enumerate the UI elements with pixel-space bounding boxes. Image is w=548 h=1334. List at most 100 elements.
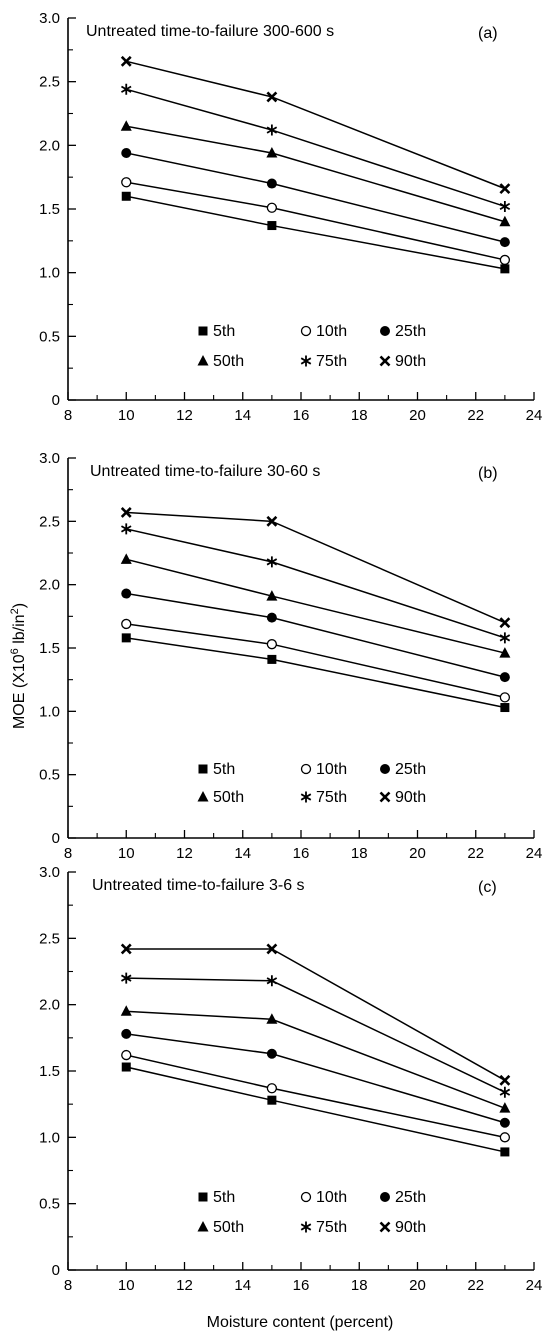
legend-label: 75th (316, 789, 347, 806)
data-point (121, 1062, 131, 1072)
data-point (499, 1132, 511, 1143)
chart-panel-3: 0 0.5 1.0 1.5 2.0 2.5 3.0 8 10 12 14 16 18 20 22 24 Untr… (39, 864, 542, 1294)
legend-marker (379, 791, 391, 803)
series-line (126, 1010, 506, 1109)
legend-label: 90th (395, 1219, 426, 1236)
legend-marker (197, 1221, 209, 1232)
chart-title: Untreated time-to-failure 30-60 s (90, 463, 320, 480)
legend-item: 10th (300, 323, 347, 340)
x-tick-label: 24 (526, 407, 543, 424)
data-point (499, 692, 511, 703)
series-line (126, 558, 506, 654)
data-point (266, 639, 278, 650)
data-point (120, 507, 132, 518)
data-point (266, 1048, 277, 1059)
x-tick-label: 12 (176, 845, 193, 862)
data-point (499, 215, 511, 227)
chart-panel-1: 0 0.5 1.0 1.5 2.0 2.5 3.0 8 10 12 14 16 18 20 22 24 Untr… (39, 10, 542, 424)
data-point (499, 617, 511, 629)
data-point (499, 647, 511, 658)
x-tick-label: 20 (409, 845, 426, 862)
series-line (126, 528, 506, 639)
data-point (499, 632, 511, 644)
y-tick-label: 0.5 (39, 767, 60, 784)
series-75th (120, 972, 511, 1098)
data-point (499, 1074, 511, 1086)
data-point (121, 147, 132, 158)
data-point (120, 943, 132, 955)
legend-item: 50th (197, 1219, 244, 1236)
legend-label: 75th (316, 353, 347, 370)
data-point (120, 83, 132, 95)
panel-label: (b) (478, 465, 498, 482)
legend-marker (379, 355, 391, 367)
y-tick-label: 0 (52, 830, 60, 847)
y-tick-label: 1.5 (39, 1063, 60, 1080)
series-75th (120, 523, 511, 644)
data-point (120, 523, 132, 535)
series-5th (121, 1062, 510, 1157)
x-tick-label: 22 (467, 407, 484, 424)
legend-marker (380, 326, 390, 336)
data-point (120, 553, 132, 564)
data-point (266, 1013, 278, 1024)
y-tick-label: 2.0 (39, 997, 60, 1014)
panel-label: (a) (478, 25, 498, 42)
series-10th (121, 177, 511, 266)
data-point (266, 1083, 278, 1094)
x-tick-label: 16 (293, 845, 310, 862)
x-tick-label: 24 (526, 845, 543, 862)
legend-label: 10th (316, 323, 347, 340)
y-tick-label: 2.0 (39, 137, 60, 154)
x-tick-label: 18 (351, 845, 368, 862)
data-point (121, 1028, 132, 1039)
x-tick-label: 8 (64, 1277, 72, 1294)
data-point (266, 515, 278, 527)
x-tick-label: 10 (118, 1277, 135, 1294)
legend-marker (198, 1192, 208, 1202)
legend-item: 75th (300, 1219, 347, 1236)
y-tick-label: 0 (52, 392, 60, 409)
x-tick-label: 10 (118, 407, 135, 424)
series-line (126, 195, 506, 270)
data-point (121, 618, 132, 630)
series-50th (120, 553, 511, 658)
legend-item: 75th (300, 789, 347, 806)
legend-label: 75th (316, 1219, 347, 1236)
data-point (266, 91, 278, 103)
data-point (266, 556, 278, 568)
y-tick-label: 1.5 (39, 640, 60, 657)
data-point (499, 1117, 510, 1128)
x-tick-label: 14 (234, 1277, 251, 1294)
data-point (267, 221, 277, 231)
legend-label: 5th (213, 761, 235, 778)
series-90th (120, 943, 511, 1086)
legend-item: 90th (379, 1219, 426, 1236)
legend-marker (380, 764, 390, 774)
legend-label: 50th (213, 1219, 244, 1236)
series-line (126, 88, 506, 208)
y-tick-label: 3.0 (39, 864, 60, 881)
data-point (499, 254, 511, 266)
chart-title: Untreated time-to-failure 300-600 s (86, 23, 334, 40)
legend-item: 25th (380, 323, 426, 340)
panel-label: (c) (478, 879, 497, 896)
legend-marker (379, 1221, 391, 1233)
data-point (499, 183, 511, 195)
data-point (499, 672, 510, 683)
y-tick-label: 0.5 (39, 328, 60, 345)
legend-item: 5th (198, 1189, 235, 1206)
series-50th (120, 1005, 511, 1113)
x-axis-label: Moisture content (percent) (207, 1314, 394, 1331)
y-tick-label: 1.0 (39, 1129, 60, 1146)
x-tick-label: 16 (293, 407, 310, 424)
series-line (126, 1066, 506, 1153)
y-tick-label: 2.5 (39, 930, 60, 947)
x-tick-label: 20 (409, 407, 426, 424)
x-tick-label: 12 (176, 407, 193, 424)
chart-title: Untreated time-to-failure 3-6 s (92, 877, 305, 894)
x-tick-label: 14 (234, 407, 251, 424)
data-point (267, 1095, 277, 1105)
series-5th (121, 191, 510, 274)
